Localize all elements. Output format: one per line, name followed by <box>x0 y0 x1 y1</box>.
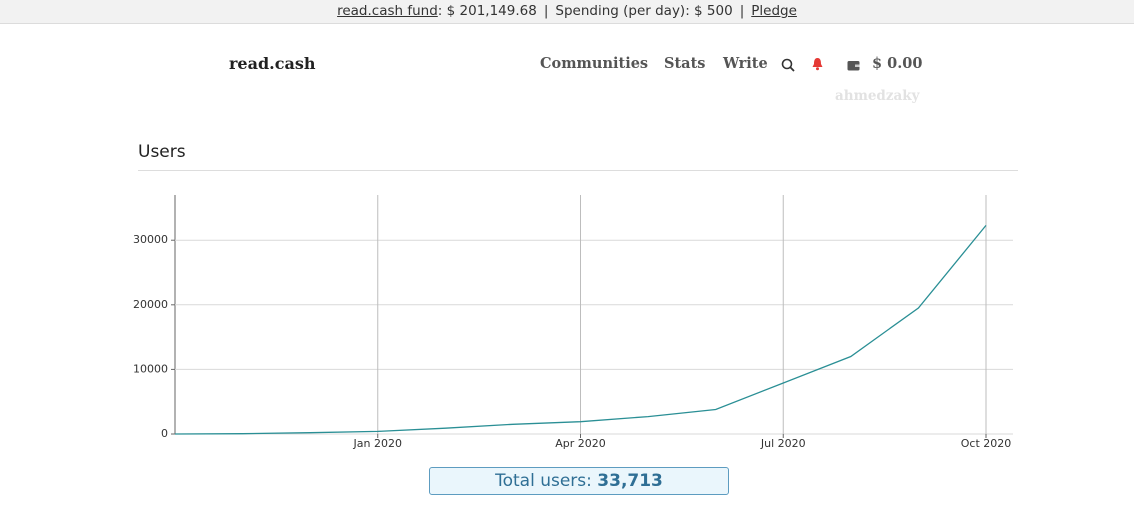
y-tick-label: 20000 <box>133 298 168 311</box>
x-tick-label: Oct 2020 <box>961 437 1012 450</box>
wallet-icon[interactable] <box>847 60 860 71</box>
users-chart: 0 10000 20000 30000 Jan 2020 Apr 2020 Jul 2020… <box>133 195 1013 450</box>
spending: Spending (per day): $ 500 <box>555 3 733 19</box>
x-tick-label: Apr 2020 <box>555 437 606 450</box>
x-tick-label: Jan 2020 <box>353 437 402 450</box>
pledge-link[interactable]: Pledge <box>751 3 797 19</box>
separator: | <box>543 3 549 19</box>
nav-stats[interactable]: Stats <box>664 55 706 72</box>
section-title: Users <box>138 142 186 162</box>
divider <box>138 170 1018 171</box>
y-tick-label: 10000 <box>133 362 168 375</box>
total-label: Total users: <box>495 471 592 491</box>
users-line <box>174 224 987 435</box>
fund-bar: read.cash fund: $ 201,149.68 | Spending (p… <box>0 0 1134 24</box>
x-tick-label: Jul 2020 <box>760 437 806 450</box>
logo[interactable]: read.cash <box>229 54 316 73</box>
y-tick-label: 30000 <box>133 233 168 246</box>
username[interactable]: ahmedzaky <box>835 88 920 104</box>
fund-amount: : $ 201,149.68 <box>437 3 537 19</box>
total-users: Total users: 33,713 <box>429 467 729 495</box>
fund-link[interactable]: read.cash fund <box>337 3 438 19</box>
separator: | <box>739 3 745 19</box>
search-icon[interactable] <box>781 58 795 72</box>
y-tick-label: 0 <box>161 427 168 440</box>
nav-write[interactable]: Write <box>723 55 768 72</box>
wallet-balance[interactable]: $ 0.00 <box>872 55 923 72</box>
total-value: 33,713 <box>597 471 663 491</box>
notification-icon[interactable] <box>811 57 824 71</box>
nav-communities[interactable]: Communities <box>540 55 649 72</box>
